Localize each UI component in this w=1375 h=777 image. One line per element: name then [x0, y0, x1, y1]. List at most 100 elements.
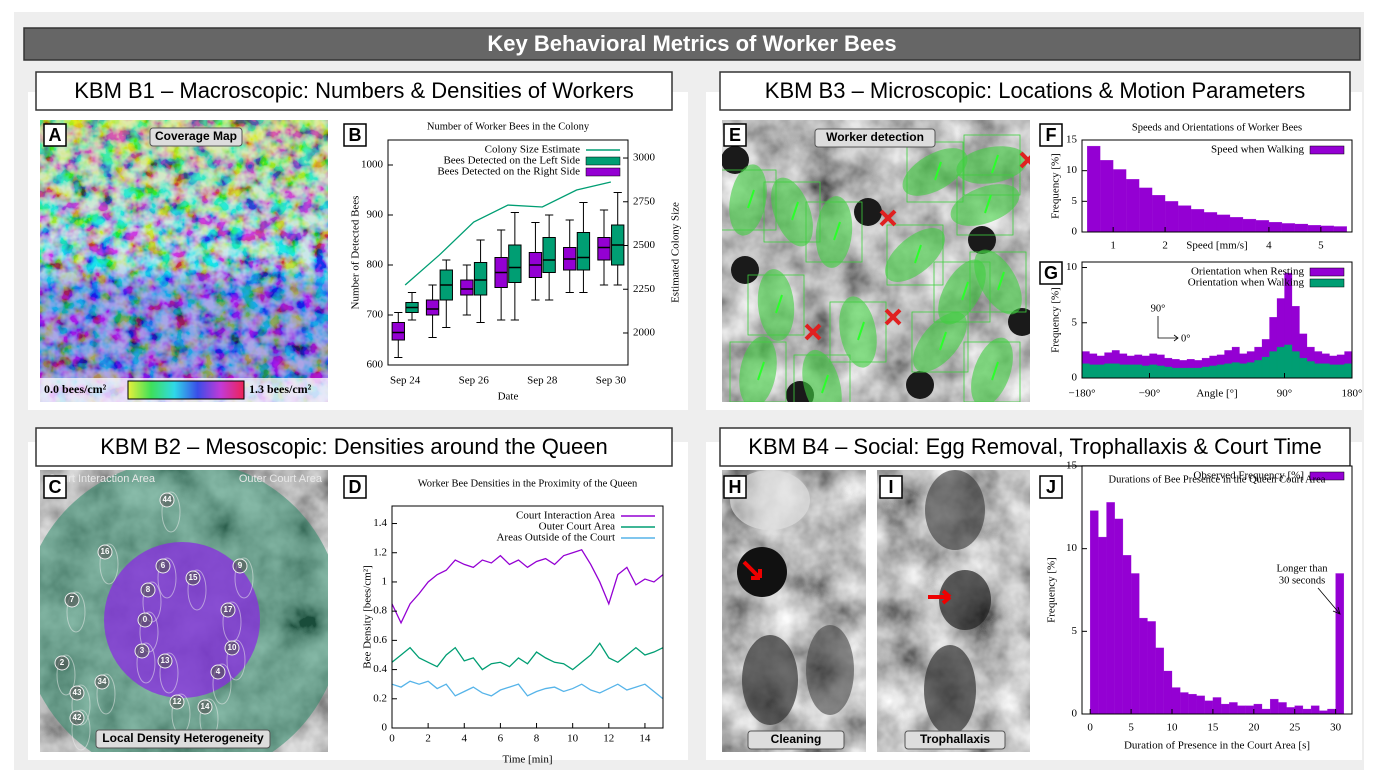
histogram-bar	[1097, 365, 1105, 378]
bee-id: 14	[201, 702, 210, 711]
histogram-bar	[1188, 694, 1196, 714]
panel-letter: I	[888, 477, 893, 497]
y-tick-label: 1000	[361, 159, 384, 171]
histogram-bar	[1105, 364, 1113, 378]
bee-id: 17	[224, 605, 233, 614]
bee-id: 15	[189, 573, 198, 582]
histogram-bar	[1195, 368, 1203, 378]
x-tick-label: Sep 30	[596, 375, 627, 387]
histogram-bar	[1321, 226, 1334, 232]
x-tick-label: Sep 26	[459, 375, 490, 387]
histogram-bar	[1191, 209, 1204, 232]
histogram-bar	[1229, 702, 1237, 714]
box	[577, 233, 589, 271]
area-label: Outer Court Area	[239, 473, 323, 485]
x-tick-label: Sep 24	[390, 375, 421, 387]
histogram-bar	[1142, 366, 1150, 378]
histogram-bar	[1139, 188, 1152, 232]
y-tick-label: 10	[1066, 542, 1078, 554]
histogram-bar	[1255, 360, 1263, 378]
y2-tick-label: 2500	[633, 239, 656, 251]
bee-id: 44	[163, 495, 172, 504]
box	[461, 280, 473, 295]
panel-letter: J	[1046, 477, 1056, 497]
y-tick-label: 10	[1066, 164, 1078, 176]
histogram-bar	[1150, 365, 1158, 378]
y2-tick-label: 2000	[633, 327, 656, 339]
bee-id: 0	[143, 615, 148, 624]
x-tick-label: 8	[534, 733, 540, 745]
chart-title: Number of Worker Bees in the Colony	[427, 121, 590, 132]
y-axis-label: Frequency [%]	[1050, 153, 1062, 219]
histogram-bar	[1282, 223, 1295, 232]
box	[509, 245, 521, 283]
panel-letter: C	[49, 477, 62, 497]
y-tick-label: 5	[1072, 316, 1078, 328]
x-tick-label: 20	[1248, 722, 1260, 734]
section-header: KBM B2 – Mesoscopic: Densities around th…	[100, 434, 608, 459]
histogram-bar	[1300, 358, 1308, 378]
histogram-bar	[1262, 709, 1270, 714]
bee-id: 6	[161, 561, 166, 570]
legend-swatch	[1310, 268, 1344, 276]
x-tick-label: Sep 28	[527, 375, 558, 387]
histogram-bar	[1082, 364, 1090, 378]
y-tick-label: 700	[367, 309, 384, 321]
histogram-bar	[1205, 701, 1213, 714]
bee-id: 16	[101, 547, 110, 556]
histogram-bar	[1213, 697, 1221, 714]
y-tick-label: 0	[1072, 226, 1078, 238]
x-tick-label: 0	[1087, 722, 1093, 734]
histogram-bar	[1232, 363, 1240, 378]
x-tick-label: 10	[567, 733, 579, 745]
histogram-bar	[1197, 696, 1205, 714]
bee-id: 7	[70, 595, 75, 604]
y-tick-label: 1	[382, 575, 388, 587]
figure: Key Behavioral Metrics of Worker Bees KB…	[0, 0, 1375, 777]
histogram-bar	[1172, 688, 1180, 714]
panel-letter: D	[349, 477, 362, 497]
histogram-bar	[1334, 226, 1347, 232]
histogram-bar	[1156, 648, 1164, 714]
histogram-bar	[1243, 219, 1256, 232]
histogram-bar	[1087, 146, 1100, 232]
colorbar	[128, 381, 244, 399]
panel-letter: A	[49, 125, 62, 145]
y-tick-label: 0.6	[373, 634, 387, 646]
annotation: 90°	[1151, 303, 1166, 314]
histogram-bar	[1308, 225, 1321, 232]
histogram-bar	[1254, 704, 1262, 714]
histogram-bar	[1287, 707, 1295, 714]
page: Key Behavioral Metrics of Worker Bees KB…	[0, 0, 1375, 777]
histogram-bar	[1303, 709, 1311, 714]
x-tick-label: 0	[389, 733, 395, 745]
histogram-bar	[1178, 206, 1191, 232]
histogram-bar	[1307, 361, 1315, 378]
y-tick-label: 5	[1072, 625, 1078, 637]
bee-id: 12	[173, 697, 182, 706]
x-tick-label: 10	[1167, 722, 1179, 734]
histogram-bar	[1180, 693, 1188, 714]
panel-letter: E	[729, 125, 741, 145]
cell	[968, 226, 996, 254]
annotation: 0°	[1181, 333, 1190, 344]
y2-tick-label: 3000	[633, 152, 656, 164]
y-tick-label: 1.4	[373, 517, 387, 529]
histogram-bar	[1112, 364, 1120, 378]
bee	[742, 635, 798, 725]
histogram-bar	[1330, 365, 1338, 378]
section-header: KBM B3 – Microscopic: Locations & Motion…	[765, 78, 1305, 103]
histogram-bar	[1127, 365, 1135, 378]
x-tick-label: 180°	[1342, 388, 1363, 400]
histogram-bar	[1090, 365, 1098, 378]
y-axis-label: Frequency [%]	[1050, 287, 1062, 353]
histogram-bar	[1221, 704, 1229, 714]
bee-id: 9	[238, 561, 243, 570]
y-tick-label: 600	[367, 359, 384, 371]
y-tick-label: 0	[1072, 372, 1078, 384]
y-axis-label: Bee Density [bees/cm²]	[362, 565, 374, 669]
colorbar-min-label: 0.0 bees/cm²	[44, 382, 107, 396]
histogram-bar	[1113, 169, 1126, 232]
histogram-bar	[1210, 366, 1218, 378]
histogram-bar	[1217, 215, 1230, 232]
